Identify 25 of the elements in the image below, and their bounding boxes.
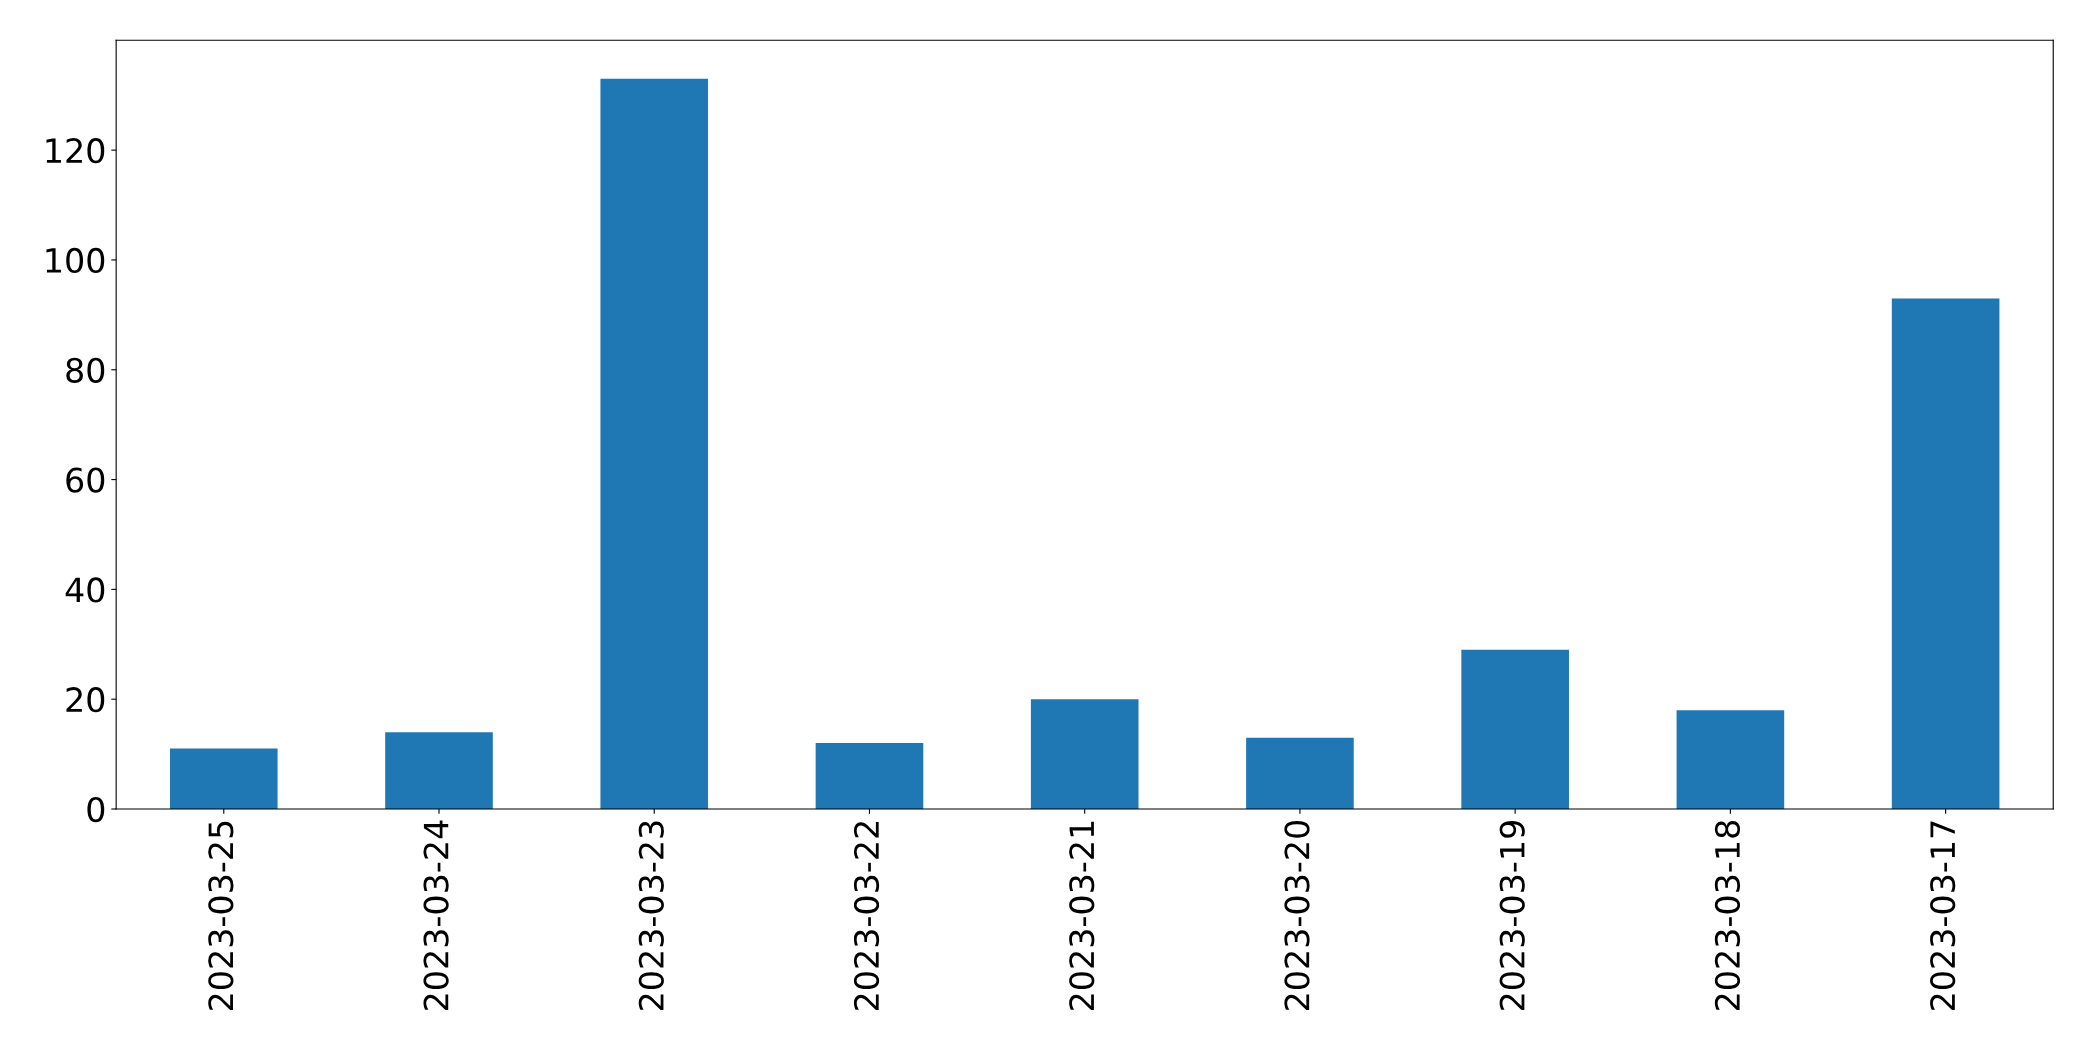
bar bbox=[1246, 737, 1354, 810]
x-tick-label: 2023-03-19 bbox=[1499, 821, 1525, 1011]
bar bbox=[1461, 649, 1569, 810]
y-tick-label: 0 bbox=[87, 796, 105, 823]
x-tick-label: 2023-03-24 bbox=[423, 820, 449, 1011]
bar bbox=[385, 732, 493, 810]
bar bbox=[1676, 710, 1785, 810]
y-tick-label: 40 bbox=[65, 577, 105, 603]
y-tick-label: 120 bbox=[46, 138, 105, 164]
bar bbox=[600, 78, 709, 810]
bar bbox=[1891, 298, 2000, 810]
y-tick-label: 60 bbox=[66, 467, 105, 493]
x-tick-label: 2023-03-21 bbox=[1069, 821, 1095, 1011]
x-tick-label: 2023-03-23 bbox=[638, 821, 664, 1011]
y-tick-label: 20 bbox=[66, 687, 105, 713]
y-tick-label: 80 bbox=[66, 357, 105, 383]
bar bbox=[815, 743, 924, 810]
x-tick-label: 2023-03-18 bbox=[1714, 821, 1741, 1011]
x-tick-label: 2023-03-20 bbox=[1284, 820, 1310, 1011]
x-tick-label: 2023-03-22 bbox=[853, 822, 880, 1011]
bar bbox=[1030, 699, 1139, 810]
x-tick-label: 2023-03-17 bbox=[1930, 821, 1956, 1011]
y-tick-label: 100 bbox=[46, 247, 105, 274]
bar bbox=[169, 748, 278, 810]
x-tick-label: 2023-03-25 bbox=[208, 821, 234, 1011]
